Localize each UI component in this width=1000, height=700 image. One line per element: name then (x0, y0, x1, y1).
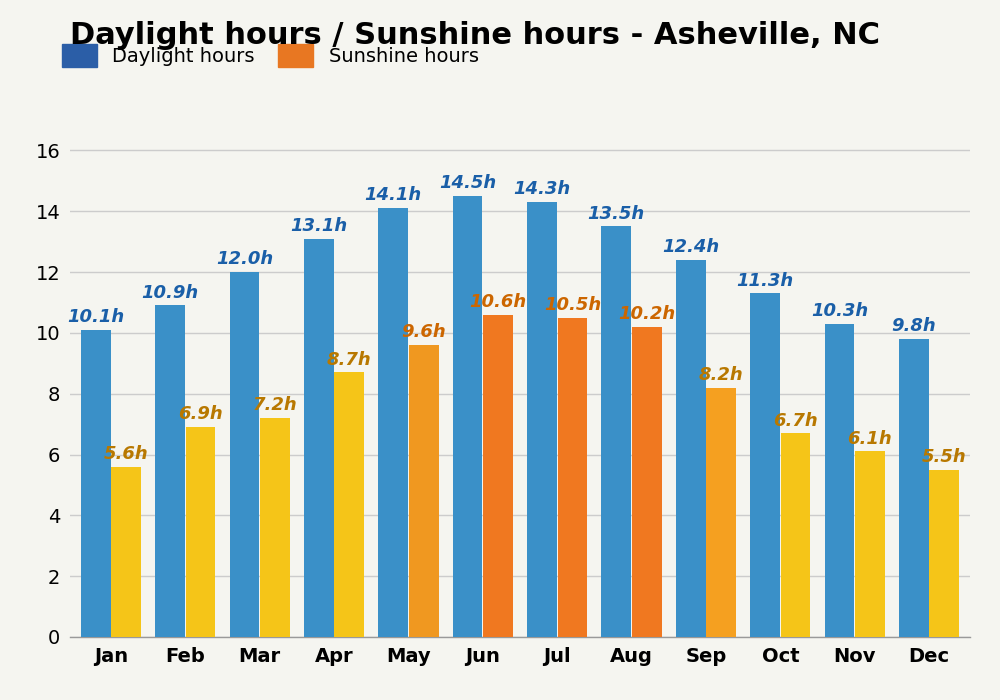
Text: 13.5h: 13.5h (588, 204, 645, 223)
Text: Daylight hours / Sunshine hours - Asheville, NC: Daylight hours / Sunshine hours - Ashevi… (70, 21, 880, 50)
Bar (855, 452, 885, 637)
Bar (781, 433, 810, 637)
Bar (750, 293, 780, 637)
Bar (632, 327, 662, 637)
Bar (260, 418, 290, 637)
Bar (111, 467, 141, 637)
Text: 5.5h: 5.5h (922, 448, 967, 466)
Text: 14.1h: 14.1h (365, 186, 422, 204)
Text: 10.5h: 10.5h (544, 296, 601, 314)
Bar (601, 226, 631, 637)
Bar (409, 345, 439, 637)
Bar (230, 272, 259, 637)
Text: 10.2h: 10.2h (618, 305, 675, 323)
Text: 8.2h: 8.2h (699, 366, 744, 384)
Text: 10.3h: 10.3h (811, 302, 868, 320)
Text: 12.0h: 12.0h (216, 251, 273, 268)
Bar (483, 314, 513, 637)
Text: 11.3h: 11.3h (736, 272, 794, 290)
Text: 10.9h: 10.9h (141, 284, 199, 302)
Bar (378, 208, 408, 637)
Bar (899, 339, 929, 637)
Text: 6.9h: 6.9h (178, 405, 223, 424)
Bar (186, 427, 215, 637)
Text: 8.7h: 8.7h (327, 351, 372, 369)
Text: 12.4h: 12.4h (662, 238, 719, 256)
Text: 9.6h: 9.6h (401, 323, 446, 342)
Text: 14.3h: 14.3h (513, 181, 571, 198)
Bar (558, 318, 587, 637)
Text: 5.6h: 5.6h (104, 445, 149, 463)
Text: 6.1h: 6.1h (848, 430, 892, 448)
Text: 6.7h: 6.7h (773, 412, 818, 430)
Bar (706, 388, 736, 637)
Bar (527, 202, 557, 637)
Bar (453, 196, 482, 637)
Text: 10.6h: 10.6h (469, 293, 527, 311)
Bar (676, 260, 706, 637)
Text: 10.1h: 10.1h (67, 308, 124, 326)
Bar (929, 470, 959, 637)
Text: 14.5h: 14.5h (439, 174, 496, 193)
Legend: Daylight hours, Sunshine hours: Daylight hours, Sunshine hours (62, 43, 479, 67)
Bar (155, 305, 185, 637)
Bar (304, 239, 334, 637)
Bar (334, 372, 364, 637)
Text: 9.8h: 9.8h (891, 317, 936, 335)
Bar (825, 323, 854, 637)
Text: 7.2h: 7.2h (253, 396, 297, 414)
Bar (81, 330, 111, 637)
Text: 13.1h: 13.1h (290, 217, 347, 235)
